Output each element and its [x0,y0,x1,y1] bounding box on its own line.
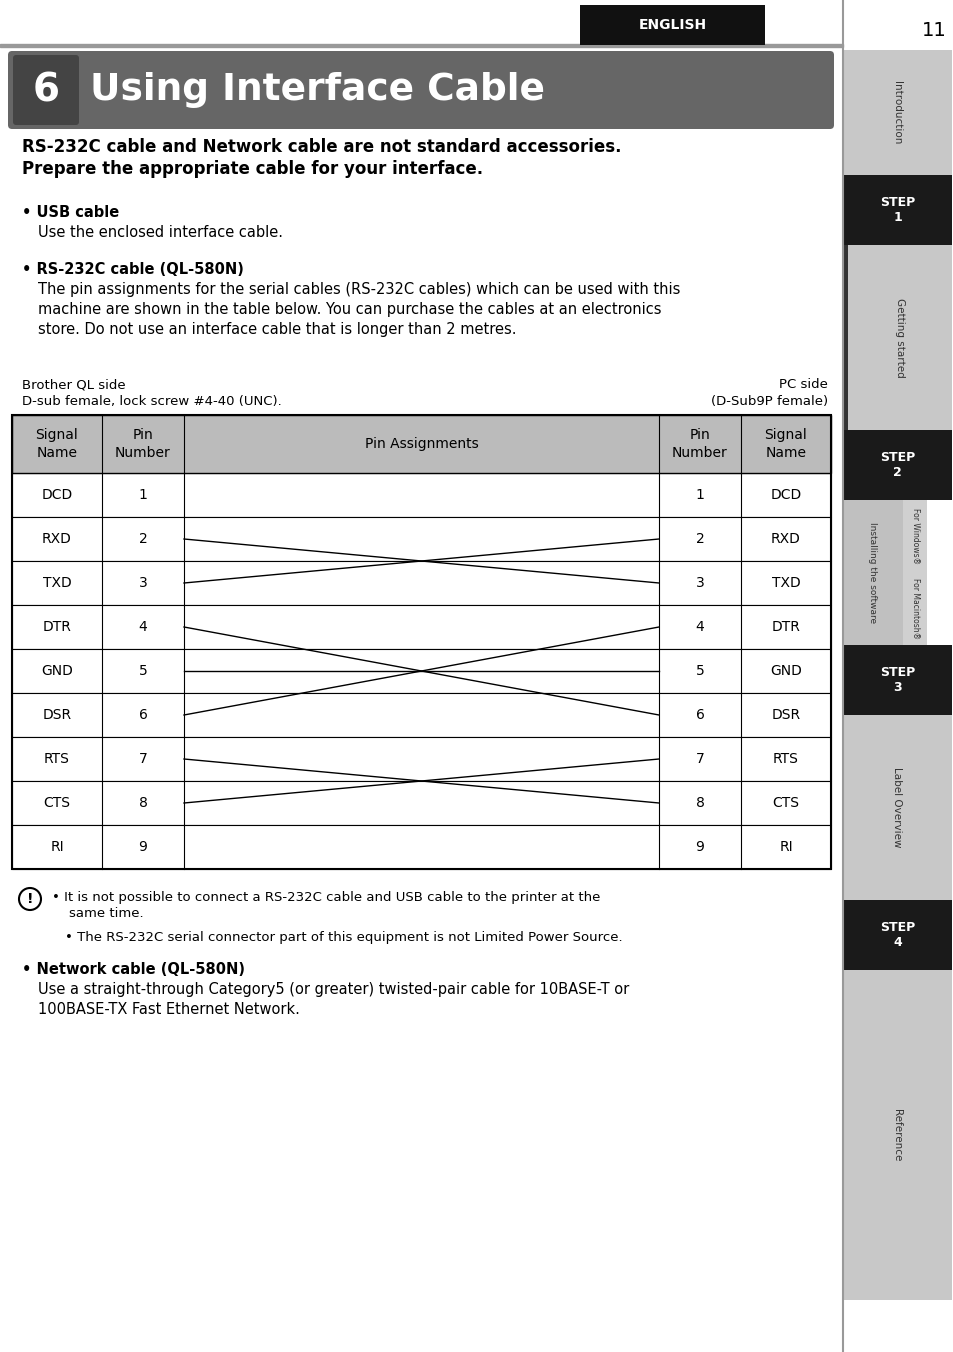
Text: RXD: RXD [770,531,801,546]
Text: 5: 5 [695,664,703,677]
Text: The pin assignments for the serial cables (RS-232C cables) which can be used wit: The pin assignments for the serial cable… [38,283,679,337]
Text: STEP
2: STEP 2 [879,452,914,479]
Text: 7: 7 [138,752,147,767]
Text: Label Overview: Label Overview [892,767,902,848]
Text: Brother QL side: Brother QL side [22,379,126,391]
Bar [842,430,951,500]
Text: For Windows®: For Windows® [910,508,919,564]
Text: Prepare the appropriate cable for your interface.: Prepare the appropriate cable for your i… [22,160,482,178]
Text: • RS-232C cable (QL-580N): • RS-232C cable (QL-580N) [22,262,244,277]
Text: • It is not possible to connect a RS-232C cable and USB cable to the printer at : • It is not possible to connect a RS-232… [52,891,599,919]
Text: TXD: TXD [771,576,800,589]
Text: Use the enclosed interface cable.: Use the enclosed interface cable. [38,224,283,241]
Text: Use a straight-through Category5 (or greater) twisted-pair cable for 10BASE-T or: Use a straight-through Category5 (or gre… [38,982,629,1017]
Bar [842,969,951,1301]
Bar [579,5,764,45]
Text: Reference: Reference [892,1109,902,1161]
Text: GND: GND [769,664,801,677]
Text: 3: 3 [138,576,147,589]
Text: 1: 1 [138,488,148,502]
Text: Installing the software: Installing the software [867,522,877,623]
Text: Using Interface Cable: Using Interface Cable [90,72,544,108]
Text: CTS: CTS [772,796,799,810]
Text: 8: 8 [695,796,703,810]
Text: 7: 7 [695,752,703,767]
Text: D-sub female, lock screw #4-40 (UNC).: D-sub female, lock screw #4-40 (UNC). [22,395,281,408]
Text: RTS: RTS [44,752,70,767]
Bar [12,415,830,473]
Bar [12,415,830,869]
Text: STEP
3: STEP 3 [879,667,914,694]
Text: 9: 9 [138,840,148,854]
Text: • Network cable (QL-580N): • Network cable (QL-580N) [22,963,245,977]
Text: 9: 9 [695,840,703,854]
Bar [842,715,951,900]
Bar [902,500,926,572]
Text: DTR: DTR [43,621,71,634]
Bar [12,473,830,516]
Text: CTS: CTS [44,796,71,810]
Bar [12,737,830,781]
FancyBboxPatch shape [13,55,79,124]
Bar [842,500,902,645]
Text: Signal
Name: Signal Name [763,429,806,460]
Text: 3: 3 [695,576,703,589]
Text: (D-Sub9P female): (D-Sub9P female) [710,395,827,408]
Bar [12,694,830,737]
Text: • USB cable: • USB cable [22,206,119,220]
Bar [842,174,951,245]
Text: ENGLISH: ENGLISH [638,18,706,32]
Text: DCD: DCD [770,488,801,502]
Text: Pin Assignments: Pin Assignments [364,437,477,452]
Text: RS-232C cable and Network cable are not standard accessories.: RS-232C cable and Network cable are not … [22,138,620,155]
Text: Signal
Name: Signal Name [35,429,78,460]
Text: RTS: RTS [772,752,798,767]
Text: 6: 6 [138,708,148,722]
Text: STEP
4: STEP 4 [879,921,914,949]
Text: GND: GND [41,664,72,677]
Text: DTR: DTR [771,621,800,634]
Text: • The RS-232C serial connector part of this equipment is not Limited Power Sourc: • The RS-232C serial connector part of t… [65,932,622,944]
Text: 5: 5 [138,664,147,677]
Text: 6: 6 [695,708,703,722]
Text: DCD: DCD [41,488,72,502]
Text: Getting started: Getting started [895,297,904,377]
Text: STEP
1: STEP 1 [879,196,914,224]
Bar [12,516,830,561]
Bar [0,45,842,47]
Text: 8: 8 [138,796,148,810]
Text: TXD: TXD [43,576,71,589]
Text: 11: 11 [922,20,946,39]
Text: 2: 2 [138,531,147,546]
Text: DSR: DSR [771,708,800,722]
FancyBboxPatch shape [8,51,833,128]
Bar [902,572,926,645]
Text: Pin
Number: Pin Number [672,429,727,460]
Text: 4: 4 [695,621,703,634]
Text: DSR: DSR [42,708,71,722]
Bar [12,781,830,825]
Text: 4: 4 [138,621,147,634]
Text: !: ! [27,892,33,906]
Circle shape [19,888,41,910]
Text: 1: 1 [695,488,703,502]
Text: PC side: PC side [779,379,827,391]
Text: RI: RI [779,840,792,854]
Bar [12,825,830,869]
Text: For Macintosh®: For Macintosh® [910,577,919,639]
Text: RXD: RXD [42,531,71,546]
Bar [12,604,830,649]
Text: 6: 6 [32,72,59,110]
Text: Introduction: Introduction [892,81,902,145]
Bar [12,561,830,604]
Bar [842,245,847,430]
Bar [842,645,951,715]
Text: RI: RI [51,840,64,854]
Bar [12,649,830,694]
Bar [842,900,951,969]
Bar [842,50,951,174]
Bar [842,245,951,430]
Text: Pin
Number: Pin Number [115,429,171,460]
Text: 2: 2 [695,531,703,546]
